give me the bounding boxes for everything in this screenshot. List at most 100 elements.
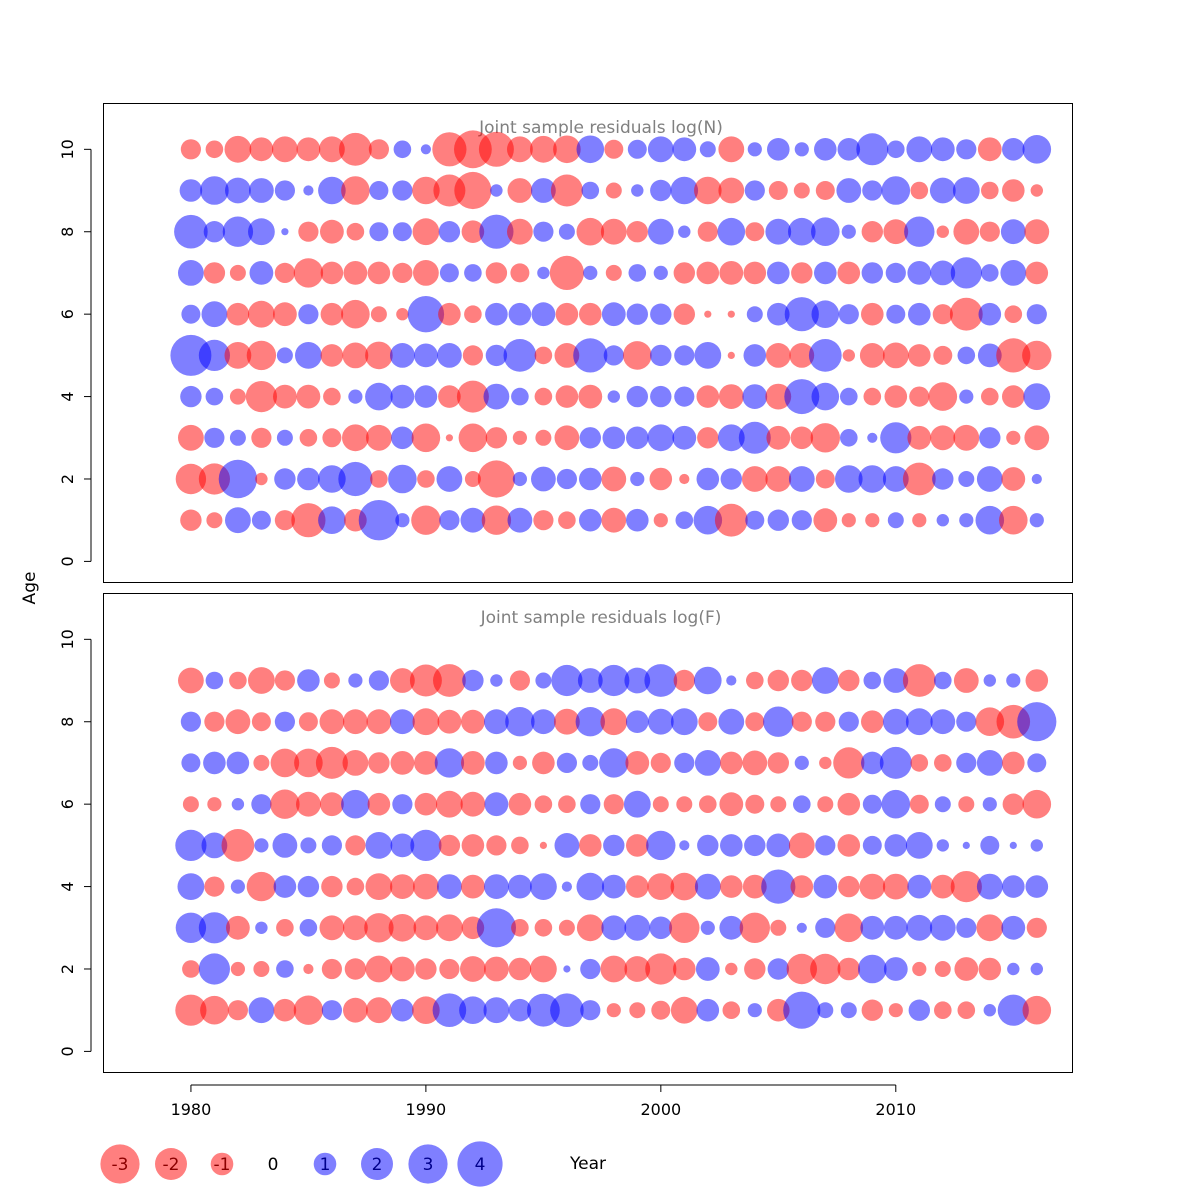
residual-bubble bbox=[650, 385, 672, 408]
residual-bubble bbox=[222, 216, 254, 247]
residual-bubble bbox=[954, 957, 979, 981]
residual-bubble bbox=[319, 709, 345, 735]
residual-bubble bbox=[837, 792, 861, 816]
residual-bubble bbox=[270, 789, 300, 819]
residual-bubble bbox=[174, 214, 208, 249]
residual-bubble bbox=[483, 997, 510, 1024]
residual-bubble bbox=[934, 796, 951, 813]
panel-log-n-y-tick-label: 6 bbox=[58, 309, 77, 319]
residual-bubble bbox=[743, 344, 767, 367]
residual-bubble bbox=[767, 509, 789, 531]
residual-bubble bbox=[813, 508, 838, 533]
residual-bubble bbox=[720, 834, 743, 857]
residual-bubble bbox=[368, 752, 390, 774]
residual-bubble bbox=[270, 748, 300, 778]
residual-bubble bbox=[532, 751, 555, 775]
residual-bubble bbox=[1022, 135, 1052, 164]
residual-bubble bbox=[458, 423, 488, 453]
residual-bubble bbox=[765, 343, 791, 368]
residual-bubble bbox=[626, 875, 649, 898]
residual-bubble bbox=[319, 915, 345, 941]
residual-bubble bbox=[815, 711, 836, 732]
residual-bubble bbox=[882, 466, 909, 492]
residual-bubble bbox=[248, 300, 275, 328]
residual-bubble bbox=[432, 993, 467, 1027]
residual-bubble bbox=[249, 178, 274, 203]
residual-bubble bbox=[603, 834, 625, 857]
residual-bubble bbox=[274, 180, 295, 201]
residual-bubble bbox=[298, 304, 319, 325]
residual-bubble bbox=[997, 994, 1029, 1026]
residual-bubble bbox=[321, 1000, 342, 1021]
residual-bubble bbox=[880, 422, 912, 454]
residual-bubble bbox=[860, 915, 885, 940]
residual-bubble bbox=[366, 424, 392, 451]
residual-bubble bbox=[626, 834, 649, 857]
residual-bubble bbox=[906, 136, 933, 163]
residual-bubble bbox=[390, 384, 415, 409]
residual-bubble bbox=[626, 385, 648, 408]
residual-bubble bbox=[200, 995, 229, 1025]
residual-bubble bbox=[579, 467, 602, 491]
residual-bubble bbox=[811, 300, 840, 329]
residual-bubble bbox=[888, 1003, 903, 1018]
residual-bubble bbox=[912, 513, 927, 528]
residual-bubble bbox=[884, 834, 908, 857]
residual-bubble bbox=[840, 387, 858, 406]
residual-bubble bbox=[484, 792, 509, 817]
residual-bubble bbox=[929, 914, 956, 941]
residual-bubble bbox=[366, 997, 392, 1024]
residual-bubble bbox=[858, 465, 887, 493]
residual-bubble bbox=[882, 708, 909, 735]
residual-bubble bbox=[580, 958, 601, 980]
residual-bubble bbox=[817, 1002, 834, 1019]
residual-bubble bbox=[1004, 305, 1023, 324]
residual-bubble bbox=[936, 225, 949, 238]
residual-bubble bbox=[274, 510, 295, 531]
residual-bubble bbox=[699, 795, 717, 813]
residual-bubble bbox=[249, 137, 274, 162]
residual-bubble bbox=[180, 711, 201, 732]
residual-bubble bbox=[881, 789, 911, 819]
residual-bubble bbox=[767, 669, 789, 692]
residual-bubble bbox=[861, 302, 884, 326]
residual-bubble bbox=[553, 135, 581, 164]
residual-bubble bbox=[205, 140, 224, 159]
residual-bubble bbox=[718, 384, 744, 409]
residual-bubble bbox=[697, 427, 719, 449]
x-tick-label: 1990 bbox=[406, 1100, 447, 1119]
residual-bubble bbox=[437, 874, 462, 899]
residual-bubble bbox=[533, 510, 554, 531]
residual-bubble bbox=[694, 873, 721, 900]
residual-bubble bbox=[291, 503, 326, 538]
residual-bubble bbox=[694, 750, 721, 776]
residual-bubble bbox=[201, 832, 228, 859]
residual-bubble bbox=[651, 1000, 671, 1020]
residual-bubble bbox=[274, 262, 295, 283]
residual-bubble bbox=[295, 342, 322, 369]
residual-bubble bbox=[1006, 673, 1021, 688]
residual-bubble bbox=[791, 669, 813, 692]
residual-bubble bbox=[624, 914, 651, 941]
panel-log-f-y-tick-label: 4 bbox=[58, 881, 77, 891]
residual-bubble bbox=[981, 264, 999, 282]
residual-bubble bbox=[573, 338, 608, 373]
residual-bubble bbox=[409, 664, 442, 697]
residual-bubble bbox=[320, 344, 344, 367]
y-axis-title: Age bbox=[20, 572, 40, 605]
residual-bubble bbox=[630, 471, 645, 487]
residual-bubble bbox=[390, 709, 415, 735]
residual-bubble bbox=[909, 794, 929, 814]
residual-bubble bbox=[511, 387, 529, 406]
residual-bubble bbox=[770, 919, 787, 936]
residual-bubble bbox=[531, 302, 556, 327]
residual-bubble bbox=[905, 708, 933, 736]
residual-bubble bbox=[579, 302, 602, 326]
residual-bubble bbox=[273, 998, 297, 1022]
residual-bubble bbox=[811, 382, 840, 411]
panel-log-f-title: Joint sample residuals log(F) bbox=[480, 608, 722, 628]
residual-bubble bbox=[936, 514, 949, 527]
residual-bubble bbox=[365, 341, 393, 370]
residual-bubble bbox=[251, 427, 272, 448]
